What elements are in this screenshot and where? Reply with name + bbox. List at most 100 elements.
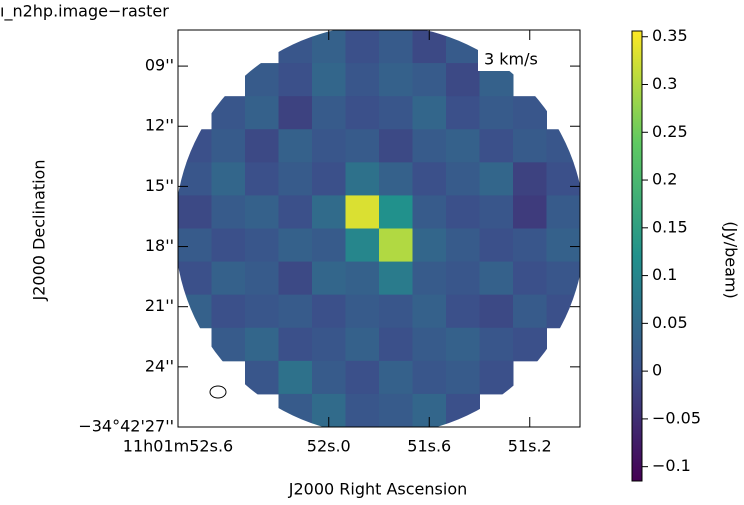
pixel [278,327,313,362]
pixel [479,228,514,263]
pixel [278,393,313,427]
pixel [312,261,346,296]
pixel [446,327,480,362]
pixel [446,294,480,329]
pixel [211,228,246,263]
pixel [379,360,413,395]
pixel [278,294,313,329]
pixel [446,96,480,130]
pixel [245,195,279,229]
pixel [513,327,547,362]
annotation: 3 km/s [484,50,538,69]
pixel [278,261,313,296]
pixel [312,360,346,395]
pixel [345,129,380,163]
colorbar-tick-label: 0.2 [652,170,677,189]
pixel [379,228,413,263]
pixel [412,261,447,296]
pixel [278,63,313,97]
pixel [546,228,580,263]
pixel [278,162,313,196]
pixel [479,294,514,329]
pixel [412,228,447,263]
pixel [446,261,480,296]
pixel [345,63,380,97]
y-tick-label: 09'' [145,56,174,75]
pixel [312,327,346,362]
pixel [412,327,447,362]
pixel [412,96,447,130]
pixel [446,63,480,97]
pixel [211,261,246,296]
pixel [345,228,380,263]
x-tick-label: 52s.0 [307,437,351,456]
pixel [379,96,413,130]
pixel [278,228,313,263]
pixel [546,294,580,329]
colorbar-tick-label: −0.05 [652,408,701,427]
pixel [379,30,413,64]
pixel [245,129,279,163]
pixel [211,294,246,329]
pixel [546,162,580,196]
pixel [479,360,514,395]
colorbar-tick-label: 0.3 [652,74,677,93]
pixel [379,327,413,362]
pixel [446,228,480,263]
pixel [479,327,514,362]
pixel [178,129,212,163]
pixel [446,129,480,163]
pixel [412,195,447,229]
pixel [312,195,346,229]
pixel [345,162,380,196]
pixel [178,294,212,329]
pixel [379,294,413,329]
colorbar-label: (Jy/beam) [722,221,741,298]
pixel [479,96,514,130]
annotation-box [478,47,560,71]
pixel [312,162,346,196]
pixel [278,30,313,64]
pixel [513,129,547,163]
y-tick-label: −34°42'27'' [78,417,174,436]
pixel [446,162,480,196]
pixel [312,228,346,263]
pixel [312,96,346,130]
pixel [245,96,279,130]
pixel [513,162,547,196]
pixel [546,195,580,229]
colorbar-tick-label: 0.15 [652,217,688,236]
pixel [513,261,547,296]
colorbar-tick-label: 0.05 [652,313,688,332]
colorbar-tick-label: 0.25 [652,122,688,141]
pixel [412,162,447,196]
x-tick-label: 51s.6 [407,437,451,456]
pixel [345,327,380,362]
y-tick-label: 21'' [145,296,174,315]
x-tick-label: 51s.2 [508,437,552,456]
pixel [379,393,413,427]
pixel [345,96,380,130]
pixel [412,360,447,395]
pixel [312,129,346,163]
pixel [446,195,480,229]
y-tick-label: 15'' [145,176,174,195]
pixel [245,63,279,97]
pixel [379,195,413,229]
pixel [211,129,246,163]
pixel [379,162,413,196]
pixel [412,63,447,97]
pixel [245,162,279,196]
y-tick-label: 12'' [145,116,174,135]
pixel [345,294,380,329]
frame [177,29,581,428]
pixel [479,195,514,229]
pixel [345,30,380,64]
pixel [379,129,413,163]
pixel [412,129,447,163]
pixel [245,261,279,296]
pixel [245,294,279,329]
pixel [379,261,413,296]
pixel [278,96,313,130]
pixel [345,261,380,296]
